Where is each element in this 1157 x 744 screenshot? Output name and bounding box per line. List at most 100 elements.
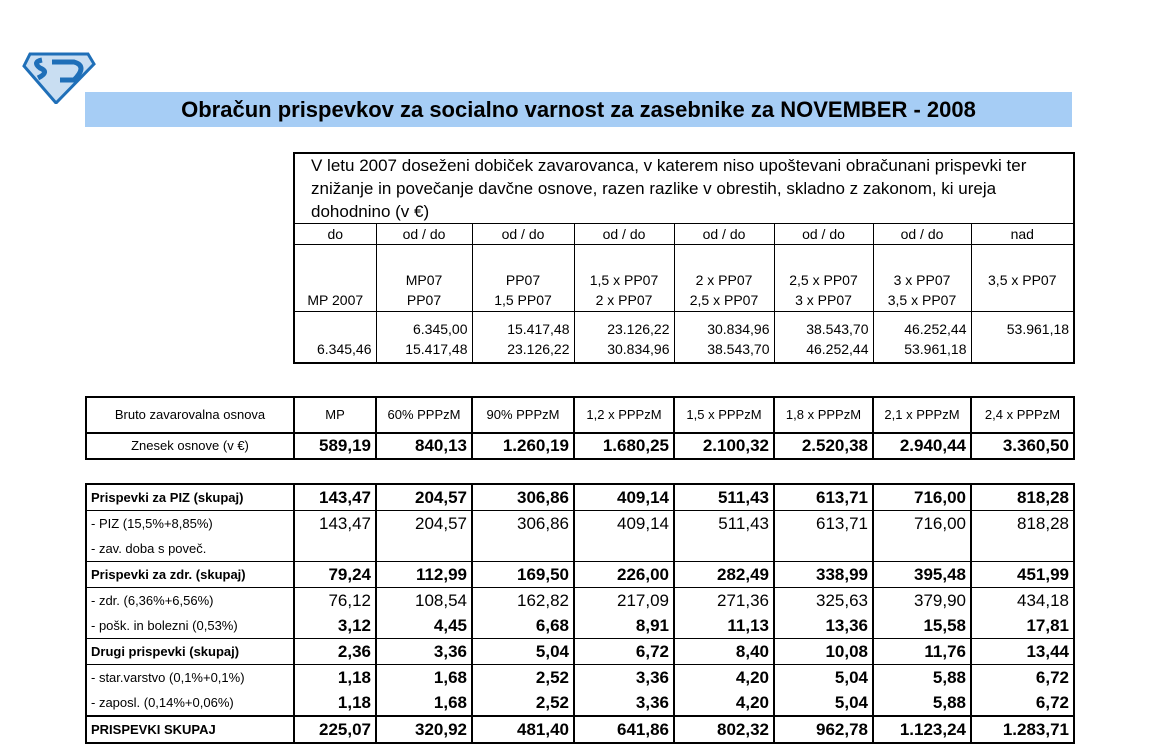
row-value: 112,99 [375, 561, 472, 588]
row-value: 17,81 [970, 613, 1074, 639]
row-value: 226,00 [573, 561, 674, 588]
table-row: - pošk. in bolezni (0,53%) 3,12 4,45 6,68 8,… [86, 613, 1074, 639]
table-row: - zdr. (6,36%+6,56%) 76,12 108,54 162,82 217… [86, 587, 1074, 613]
amounts-lower: 6.345,46 [317, 341, 372, 357]
row-value: 641,86 [573, 715, 674, 743]
limits-lower: 3,5 x PP07 [887, 292, 957, 308]
row-value [970, 536, 1074, 562]
amounts-upper: 30.834,96 [707, 321, 770, 337]
amounts-lower: 38.543,70 [707, 341, 770, 357]
row-value: 1,68 [375, 664, 472, 690]
amounts-lower: 15.417,48 [405, 341, 468, 357]
amounts-upper: 46.252,44 [904, 321, 967, 337]
base-header: MP [293, 396, 377, 434]
limits-upper: 2 x PP07 [695, 272, 753, 288]
bracket-amounts: 23.126,22 30.834,96 [573, 311, 674, 363]
row-value: 5,04 [471, 638, 574, 665]
row-value: 1.283,71 [970, 715, 1074, 743]
row-value: 2,36 [293, 638, 376, 665]
row-value: 818,28 [970, 483, 1074, 511]
base-amount: 1.260,19 [471, 432, 575, 460]
row-value: 204,57 [375, 510, 472, 536]
row-value: 8,40 [673, 638, 774, 665]
row-value: 395,48 [872, 561, 971, 588]
base-header: 2,1 x PPPzM [872, 396, 972, 434]
base-header: 1,2 x PPPzM [573, 396, 675, 434]
amounts-lower: 53.961,18 [904, 341, 967, 357]
limits-upper [297, 271, 374, 291]
limits-lower: 2,5 x PP07 [689, 292, 759, 308]
table-row: Prispevki za zdr. (skupaj) 79,24 112,99 169… [86, 561, 1074, 588]
limits-upper: 1,5 x PP07 [589, 272, 659, 288]
amounts-lower: 46.252,44 [806, 341, 869, 357]
base-amount: 2.520,38 [773, 432, 874, 460]
logo [22, 52, 96, 104]
row-value: 802,32 [673, 715, 774, 743]
table-row: Drugi prispevki (skupaj) 2,36 3,36 5,04 6,72… [86, 638, 1074, 665]
limits-upper: 2,5 x PP07 [789, 272, 858, 288]
limits-upper: 3,5 x PP07 [988, 272, 1057, 288]
row-value: 1,18 [293, 664, 376, 690]
amount-label: Znesek osnove (v €) [85, 432, 295, 460]
row-value: 511,43 [673, 510, 774, 536]
amounts-lower [974, 340, 1070, 360]
amounts-upper: 6.345,00 [413, 321, 468, 337]
row-label: - star.varstvo (0,1%+0,1%) [86, 664, 294, 690]
limits-lower [974, 291, 1072, 311]
row-value: 409,14 [573, 483, 674, 511]
bracket-amounts: 46.252,44 53.961,18 [872, 311, 971, 363]
row-label: - zav. doba s poveč. [91, 541, 207, 556]
row-value: 15,58 [872, 613, 971, 639]
amounts-upper: 38.543,70 [806, 321, 869, 337]
row-value [573, 536, 674, 562]
row-value: 6,68 [471, 613, 574, 639]
row-value: 434,18 [970, 587, 1074, 613]
row-label: - zaposl. (0,14%+0,06%) [91, 695, 234, 710]
bracket-amounts: 6.345,00 15.417,48 [375, 311, 472, 363]
row-value: 169,50 [471, 561, 574, 588]
table-row: - star.varstvo (0,1%+0,1%) 1,18 1,68 2,52 3,… [86, 664, 1074, 690]
row-value: 306,86 [471, 510, 574, 536]
amounts-upper: 15.417,48 [507, 321, 570, 337]
row-value [375, 536, 472, 562]
row-value: 511,43 [673, 483, 774, 511]
row-value: 451,99 [970, 561, 1074, 588]
row-value: 6,72 [970, 690, 1074, 716]
bracket-amounts: 53.961,18 [970, 311, 1075, 363]
bracket-limits: 1,5 x PP07 2 x PP07 [573, 244, 674, 312]
row-value: 11,76 [872, 638, 971, 665]
row-value: 306,86 [471, 483, 574, 511]
base-amount: 2.940,44 [872, 432, 972, 460]
base-label: Bruto zavarovalna osnova [85, 396, 295, 434]
table-row: - PIZ (15,5%+8,85%) 143,47 204,57 306,86 409… [86, 510, 1074, 536]
base-amount: 1.680,25 [573, 432, 675, 460]
row-value: 143,47 [293, 510, 376, 536]
row-value: 2,52 [471, 690, 574, 716]
row-value: 6,72 [573, 638, 674, 665]
row-value [293, 536, 376, 562]
base-amount: 3.360,50 [970, 432, 1075, 460]
row-label: - pošk. in bolezni (0,53%) [91, 618, 238, 633]
limits-lower: 3 x PP07 [795, 292, 852, 308]
bracket-header: nad [970, 223, 1075, 245]
row-value: 338,99 [773, 561, 873, 588]
bracket-header: do [294, 223, 376, 245]
row-label: Prispevki za PIZ (skupaj) [86, 483, 294, 511]
row-value: 1,68 [375, 690, 472, 716]
row-value: 5,04 [773, 690, 873, 716]
base-amount: 2.100,32 [673, 432, 775, 460]
table-row: Prispevki za PIZ (skupaj) 143,47 204,57 306… [86, 483, 1074, 511]
row-value: 271,36 [673, 587, 774, 613]
row-value: 3,12 [293, 613, 376, 639]
row-value: 4,45 [375, 613, 472, 639]
base-header: 1,8 x PPPzM [773, 396, 874, 434]
bracket-limits: 2 x PP07 2,5 x PP07 [673, 244, 774, 312]
bracket-limits: 2,5 x PP07 3 x PP07 [773, 244, 873, 312]
row-value: 379,90 [872, 587, 971, 613]
row-value: 13,44 [970, 638, 1074, 665]
table-row: PRISPEVKI SKUPAJ 225,07 320,92 481,40 641,86… [86, 715, 1074, 743]
table-row: - zav. doba s poveč. [86, 536, 1074, 562]
base-header: 1,5 x PPPzM [673, 396, 775, 434]
limits-lower: 1,5 PP07 [494, 292, 552, 308]
row-label: PRISPEVKI SKUPAJ [86, 715, 294, 743]
